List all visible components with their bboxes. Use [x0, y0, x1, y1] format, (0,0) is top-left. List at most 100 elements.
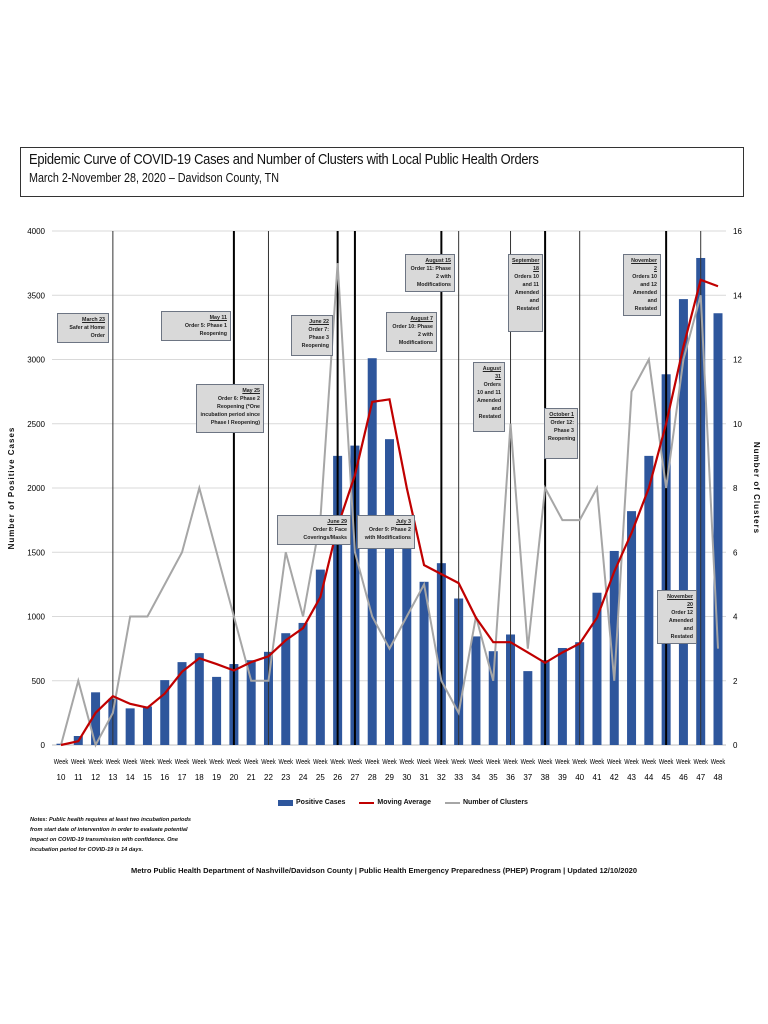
annotation-text: Orders 10 and 11 Amended and Restated	[477, 382, 502, 420]
annotation-text: Orders 10 and 12 Amended and Restated	[632, 274, 657, 312]
bar-positive-cases	[281, 633, 291, 745]
chart-title: Epidemic Curve of COVID-19 Cases and Num…	[29, 151, 539, 168]
annotation-text: Order 8: Face Coverings/Masks	[303, 527, 347, 541]
x-tick-prefix: Week	[88, 759, 103, 766]
y-tick-label: 3000	[27, 356, 45, 365]
x-tick-prefix: Week	[244, 759, 259, 766]
annotation-text: Order 6: Phase 2 Reopening (*One incubat…	[200, 396, 260, 426]
x-tick-label: 13	[108, 773, 117, 782]
bar-positive-cases	[523, 671, 533, 745]
footer: Metro Public Health Department of Nashvi…	[130, 866, 637, 875]
order-annotation: May 25 Order 6: Phase 2 Reopening (*One i…	[196, 384, 264, 433]
x-tick-prefix: Week	[175, 759, 190, 766]
legend-item-positive-cases[interactable]: Positive Cases	[278, 799, 345, 806]
x-tick-prefix: Week	[693, 759, 708, 766]
order-annotation: June 29 Order 8: Face Coverings/Masks	[277, 515, 351, 545]
x-tick-label: 15	[143, 773, 152, 782]
annotation-date: November 2	[631, 258, 657, 272]
bar-positive-cases	[298, 622, 308, 745]
x-tick-label: 25	[316, 773, 325, 782]
x-tick-label: 10	[57, 773, 66, 782]
y-tick-label: 2500	[27, 420, 45, 429]
x-tick-label: 21	[247, 773, 256, 782]
annotation-date: June 29	[327, 519, 347, 525]
x-tick-prefix: Week	[330, 759, 345, 766]
bar-positive-cases	[609, 550, 619, 745]
x-tick-prefix: Week	[54, 759, 69, 766]
x-tick-prefix: Week	[313, 759, 328, 766]
annotation-date: September 18	[512, 258, 540, 272]
x-tick-prefix: Week	[417, 759, 432, 766]
y2-axis-title: Number of Clusters	[752, 441, 761, 535]
chart-subtitle: March 2-November 28, 2020 – Davidson Cou…	[29, 171, 279, 185]
y2-tick-label: 14	[733, 291, 742, 300]
x-tick-label: 38	[541, 773, 550, 782]
y2-tick-label: 12	[733, 356, 742, 365]
bar-positive-cases	[246, 660, 256, 745]
y-tick-label: 2000	[27, 484, 45, 493]
x-tick-label: 42	[610, 773, 619, 782]
y2-tick-label: 4	[733, 613, 738, 622]
annotation-text: Order 7: Phase 3 Reopening	[301, 327, 329, 349]
x-tick-label: 12	[91, 773, 100, 782]
x-tick-label: 28	[368, 773, 377, 782]
bar-positive-cases	[177, 662, 187, 745]
bar-positive-cases	[212, 676, 222, 745]
x-tick-label: 47	[696, 773, 705, 782]
x-tick-label: 23	[281, 773, 290, 782]
x-tick-prefix: Week	[555, 759, 570, 766]
y2-tick-label: 16	[733, 227, 742, 236]
x-tick-prefix: Week	[451, 759, 466, 766]
legend-item-clusters[interactable]: Number of Clusters	[444, 799, 528, 806]
y-tick-label: 0	[41, 741, 46, 750]
x-tick-label: 16	[160, 773, 169, 782]
legend-swatch	[278, 799, 293, 806]
y-tick-label: 1000	[27, 613, 45, 622]
legend-item-moving-average[interactable]: Moving Average	[359, 799, 431, 806]
bar-positive-cases	[160, 680, 170, 745]
x-tick-label: 36	[506, 773, 515, 782]
x-tick-prefix: Week	[348, 759, 363, 766]
x-tick-label: 17	[178, 773, 187, 782]
x-tick-label: 22	[264, 773, 273, 782]
x-tick-label: 20	[229, 773, 238, 782]
x-tick-prefix: Week	[590, 759, 605, 766]
x-tick-prefix: Week	[261, 759, 276, 766]
legend-label: Positive Cases	[296, 799, 346, 806]
x-tick-label: 44	[644, 773, 653, 782]
x-tick-prefix: Week	[624, 759, 639, 766]
bar-positive-cases	[367, 358, 377, 745]
y-tick-label: 1500	[27, 548, 45, 557]
bar-positive-cases	[713, 313, 723, 745]
y2-tick-label: 2	[733, 677, 738, 686]
annotation-text: Order 10: Phase 2 with Modifications	[392, 324, 433, 346]
x-tick-prefix: Week	[400, 759, 415, 766]
bar-positive-cases	[125, 708, 135, 745]
x-tick-label: 34	[471, 773, 480, 782]
x-tick-prefix: Week	[503, 759, 518, 766]
x-tick-prefix: Week	[106, 759, 121, 766]
bar-positive-cases	[142, 706, 152, 745]
bar-positive-cases	[471, 636, 481, 745]
x-tick-prefix: Week	[157, 759, 172, 766]
x-tick-label: 30	[402, 773, 411, 782]
y2-tick-label: 10	[733, 420, 742, 429]
annotation-date: October 1	[549, 412, 574, 418]
x-tick-label: 33	[454, 773, 463, 782]
x-tick-prefix: Week	[486, 759, 501, 766]
order-annotation: November 2 Orders 10 and 12 Amended and R…	[623, 254, 661, 316]
bar-positive-cases	[91, 692, 101, 745]
order-annotation: August 31 Orders 10 and 11 Amended and Re…	[473, 362, 505, 432]
x-tick-label: 48	[714, 773, 723, 782]
title-box: Epidemic Curve of COVID-19 Cases and Num…	[20, 147, 744, 197]
bar-positive-cases	[644, 455, 654, 745]
annotation-date: August 31	[482, 366, 501, 380]
x-tick-prefix: Week	[365, 759, 380, 766]
annotation-date: May 11	[209, 315, 227, 321]
x-tick-label: 43	[627, 773, 636, 782]
x-tick-prefix: Week	[469, 759, 484, 766]
x-tick-label: 14	[126, 773, 135, 782]
x-tick-prefix: Week	[607, 759, 622, 766]
bar-positive-cases	[557, 647, 567, 745]
x-tick-prefix: Week	[642, 759, 657, 766]
